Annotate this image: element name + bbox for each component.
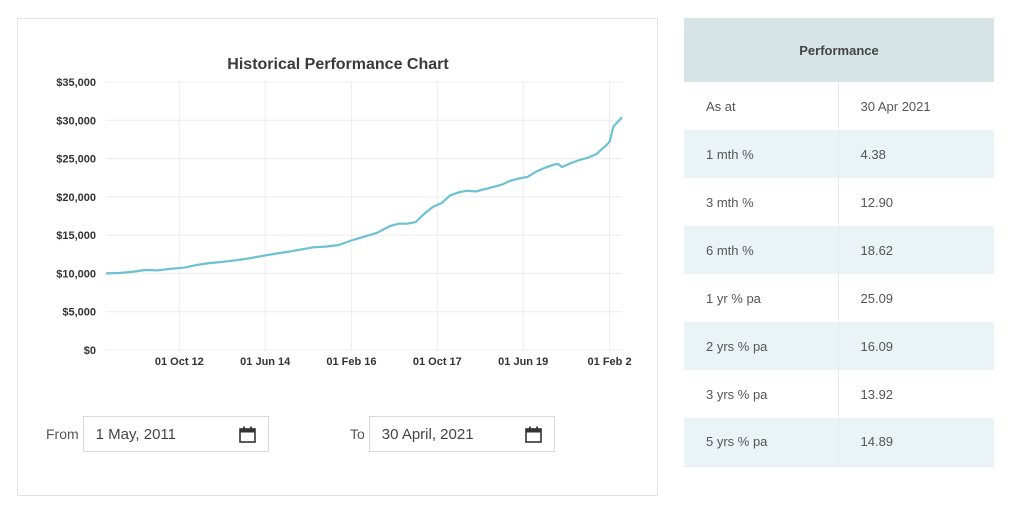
performance-row: As at 30 Apr 2021 [684,82,994,130]
y-tick-label: $15,000 [56,230,96,242]
performance-chart: Historical Performance Chart $0 $5,000 $10… [56,56,632,368]
performance-row-value: 30 Apr 2021 [837,82,994,130]
x-tick-label: 01 Oct 12 [155,356,204,368]
from-date-input[interactable]: 1 May, 2011 [82,416,269,452]
performance-row-label: 6 mth % [684,226,838,274]
from-date-row: From 1 May, 2011 [46,416,269,452]
x-tick-label: 01 Jun 14 [240,356,291,368]
y-tick-label: $0 [84,345,96,357]
to-date-value: 30 April, 2021 [381,425,474,443]
to-label: To [350,426,365,442]
performance-row-value: 12.90 [837,178,994,226]
performance-row: 1 yr % pa 25.09 [684,274,994,322]
y-tick-label: $35,000 [56,77,96,89]
x-tick-label: 01 Feb 2 [588,356,632,368]
x-tick-label: 01 Jun 19 [498,356,548,368]
y-axis-ticks: $0 $5,000 $10,000 $15,000 $20,000 $25,000 $30,… [56,77,96,357]
y-tick-label: $30,000 [56,115,96,127]
x-tick-label: 01 Feb 16 [326,356,376,368]
series-line [105,116,623,275]
to-date-row: To 30 April, 2021 [350,416,555,452]
x-axis-ticks: 01 Oct 12 01 Jun 14 01 Feb 16 01 Oct 17 01 J… [155,356,632,368]
performance-row-label: 2 yrs % pa [684,322,838,370]
from-label: From [46,426,79,442]
to-date-input[interactable]: 30 April, 2021 [368,416,555,452]
series-layer [105,116,623,275]
performance-row-value: 25.09 [837,274,994,322]
performance-row-label: 1 yr % pa [684,274,838,322]
performance-row: 3 yrs % pa 13.92 [684,370,994,418]
performance-table: Performance As at 30 Apr 2021 1 mth % 4.38 3… [684,18,994,467]
y-tick-label: $25,000 [56,154,96,166]
y-tick-label: $5,000 [62,307,96,319]
performance-row-label: 5 yrs % pa [684,418,838,467]
from-date-value: 1 May, 2011 [95,425,176,443]
performance-row-label: 1 mth % [684,130,838,178]
performance-row-label: 3 yrs % pa [684,370,838,418]
x-tick-label: 01 Oct 17 [413,356,462,368]
chart-card: Historical Performance Chart $0 $5,000 $10… [17,18,658,496]
performance-row-label: As at [684,82,838,130]
performance-row-value: 18.62 [837,226,994,274]
performance-row-value: 14.89 [837,418,994,467]
grid-lines [106,81,622,351]
y-tick-label: $10,000 [56,268,96,280]
y-tick-label: $20,000 [56,192,96,204]
calendar-icon[interactable] [238,426,256,443]
performance-row: 5 yrs % pa 14.89 [684,418,994,467]
performance-row: 6 mth % 18.62 [684,226,994,274]
calendar-icon[interactable] [524,426,542,443]
performance-rows: As at 30 Apr 2021 1 mth % 4.38 3 mth % 12.90 6… [684,82,994,467]
performance-row-value: 16.09 [837,322,994,370]
performance-row-value: 13.92 [837,370,994,418]
performance-row: 2 yrs % pa 16.09 [684,322,994,370]
performance-header: Performance [684,18,994,82]
performance-row: 1 mth % 4.38 [684,130,994,178]
chart-title: Historical Performance Chart [227,56,449,73]
performance-row-value: 4.38 [837,130,994,178]
performance-row-label: 3 mth % [684,178,838,226]
performance-row: 3 mth % 12.90 [684,178,994,226]
